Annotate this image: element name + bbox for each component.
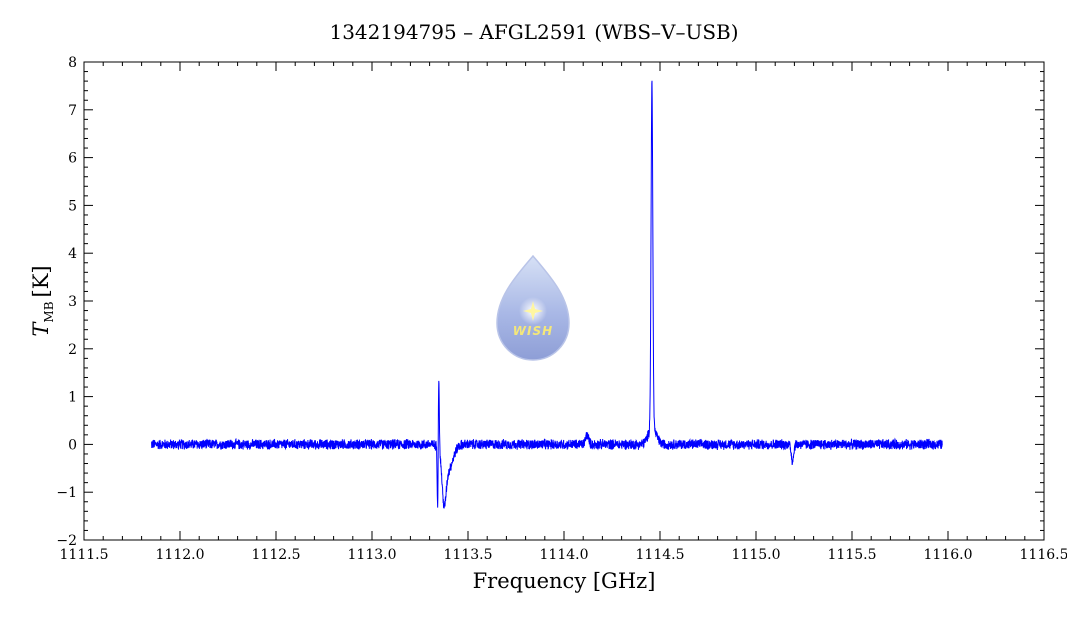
x-tick-label: 1113.0 xyxy=(348,547,397,563)
y-tick-labels: −2 −1 0 1 2 3 4 5 6 7 8 xyxy=(56,55,77,549)
x-tick-label: 1113.5 xyxy=(444,547,493,563)
y-tick-label: 3 xyxy=(68,294,77,310)
x-tick-label: 1115.5 xyxy=(828,547,877,563)
y-tick-label: 8 xyxy=(68,55,77,71)
y-tick-label: 5 xyxy=(68,198,77,214)
x-tick-label: 1111.5 xyxy=(60,547,109,563)
x-tick-label: 1112.0 xyxy=(156,547,205,563)
y-tick-label: 4 xyxy=(68,246,77,262)
x-tick-label: 1114.5 xyxy=(636,547,685,563)
y-tick-label: 2 xyxy=(68,342,77,358)
spectrum-series-line xyxy=(150,80,943,509)
x-tick-label: 1116.5 xyxy=(1020,547,1067,563)
x-tick-label: 1116.0 xyxy=(924,547,973,563)
y-tick-label: −1 xyxy=(56,485,77,501)
y-axis-label: TMB[K] xyxy=(29,265,56,336)
y-tick-label: 7 xyxy=(68,103,77,119)
chart-title: 1342194795 – AFGL2591 (WBS–V–USB) xyxy=(329,20,738,44)
svg-text:TMB[K]: TMB[K] xyxy=(29,265,56,336)
x-tick-label: 1114.0 xyxy=(540,547,589,563)
axis-ticks xyxy=(83,61,1045,541)
y-tick-label: 1 xyxy=(68,390,77,406)
svg-text:WISH: WISH xyxy=(513,324,553,338)
y-tick-label: −2 xyxy=(56,533,77,549)
y-tick-label: 6 xyxy=(68,151,77,167)
x-tick-label: 1115.0 xyxy=(732,547,781,563)
y-tick-label: 0 xyxy=(68,437,77,453)
wish-logo-watermark: WISH xyxy=(496,254,570,361)
x-tick-label: 1112.5 xyxy=(252,547,301,563)
x-tick-labels: 1111.5 1112.0 1112.5 1113.0 1113.5 1114.0 1114… xyxy=(60,547,1067,563)
x-axis-label: Frequency [GHz] xyxy=(473,569,656,593)
star-icon xyxy=(523,301,543,321)
